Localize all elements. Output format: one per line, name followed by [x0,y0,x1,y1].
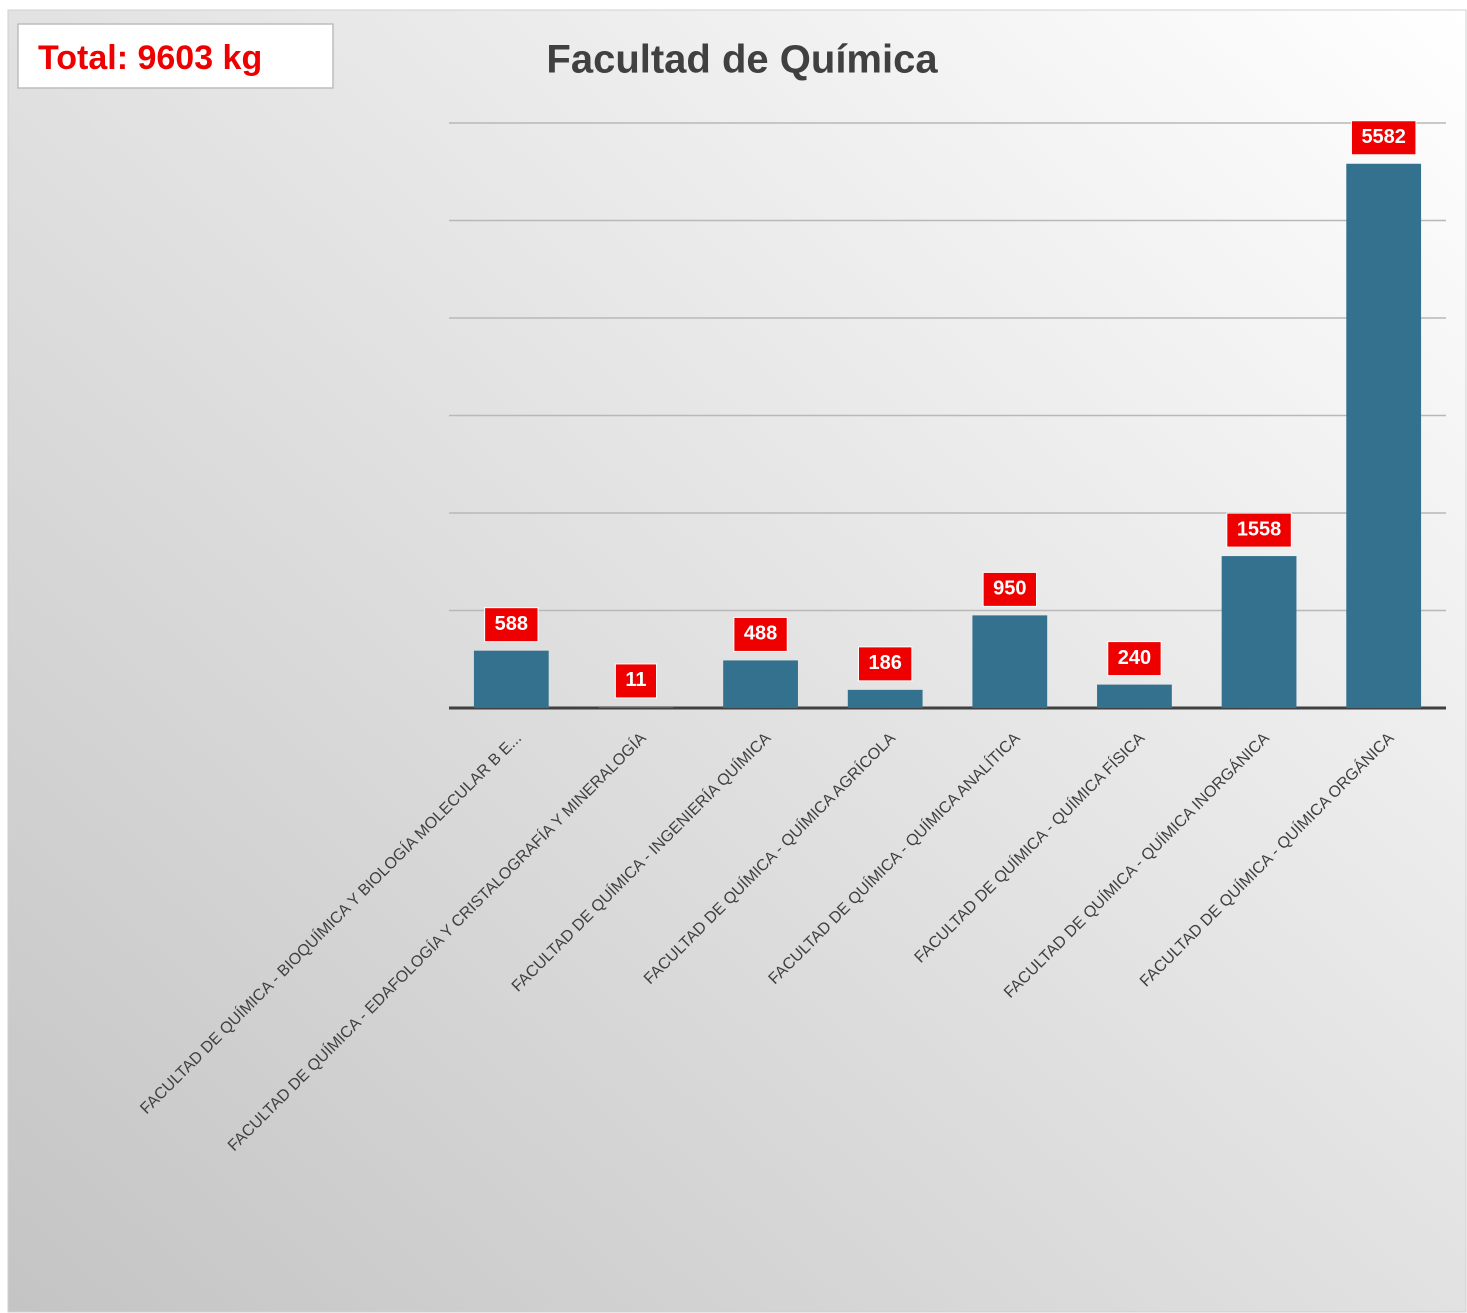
bar [723,660,798,708]
bar [1346,163,1422,708]
bar [473,650,549,708]
data-label-box [614,663,658,699]
data-label: 5582 [1361,126,1406,148]
chart-title: Facultad de Química [546,38,938,82]
bar [598,706,674,708]
data-label-group: 950 [982,571,1037,607]
data-label-group: 488 [733,616,788,652]
data-label: 11 [625,669,646,691]
data-label-box [1350,120,1417,156]
data-label-box [982,571,1037,607]
data-label-box [1226,512,1292,548]
data-label: 588 [495,613,528,635]
data-label-box [1107,641,1162,677]
total-label: Total: 9603 kg [38,39,262,77]
data-label-group: 186 [858,646,913,682]
data-label-group: 588 [484,607,539,643]
data-label: 488 [744,623,777,645]
data-label-group: 1558 [1226,512,1292,548]
data-label: 950 [993,578,1026,600]
bar [1221,556,1297,708]
bar [972,615,1048,708]
data-label-group: 11 [614,663,658,699]
data-label: 186 [869,652,902,674]
bar [1097,684,1172,708]
data-label-group: 240 [1107,641,1162,677]
data-label-group: 5582 [1350,120,1417,156]
total-box [17,23,334,89]
data-label: 240 [1118,647,1151,669]
data-label: 1558 [1237,518,1282,540]
data-label-box [733,616,788,652]
data-label-box [858,646,913,682]
data-label-box [484,607,539,643]
bar [847,689,923,708]
